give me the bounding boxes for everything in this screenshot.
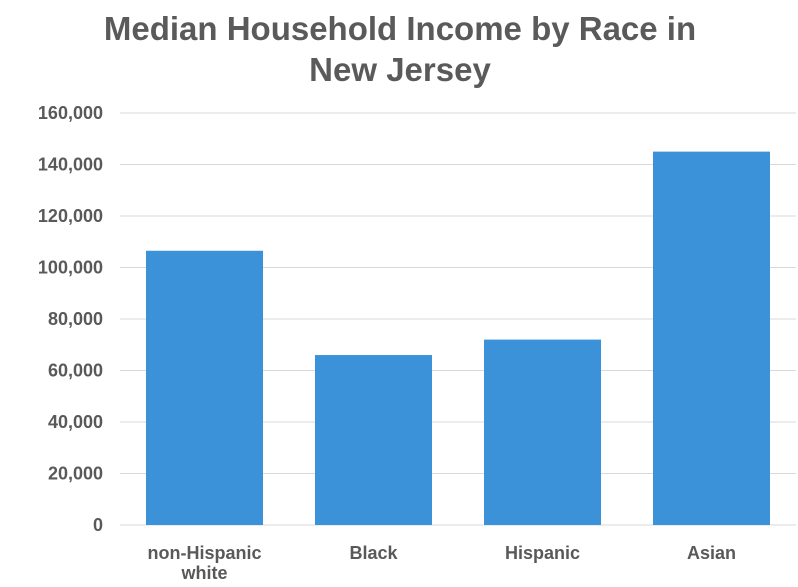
y-tick-label: 160,000 bbox=[38, 103, 103, 123]
y-tick-label: 120,000 bbox=[38, 206, 103, 226]
y-tick-label: 80,000 bbox=[48, 309, 103, 329]
chart-title: Median Household Income by Race in New J… bbox=[60, 8, 740, 90]
chart-title-line-2: New Jersey bbox=[309, 51, 491, 88]
y-tick-label: 20,000 bbox=[48, 464, 103, 484]
y-tick-label: 140,000 bbox=[38, 155, 103, 175]
y-tick-label: 100,000 bbox=[38, 258, 103, 278]
bar bbox=[146, 250, 263, 525]
y-tick-label: 60,000 bbox=[48, 361, 103, 381]
chart-title-line-1: Median Household Income by Race in bbox=[103, 10, 697, 47]
bar bbox=[484, 339, 601, 525]
bar bbox=[315, 355, 432, 525]
y-tick-label: 40,000 bbox=[48, 412, 103, 432]
x-tick-label: Hispanic bbox=[505, 543, 580, 563]
x-tick-label: Black bbox=[349, 543, 398, 563]
bar bbox=[653, 151, 770, 525]
x-tick-label: non-Hispanic bbox=[147, 543, 261, 563]
x-tick-label: white bbox=[180, 563, 227, 583]
y-tick-label: 0 bbox=[93, 515, 103, 535]
x-tick-label: Asian bbox=[687, 543, 736, 563]
